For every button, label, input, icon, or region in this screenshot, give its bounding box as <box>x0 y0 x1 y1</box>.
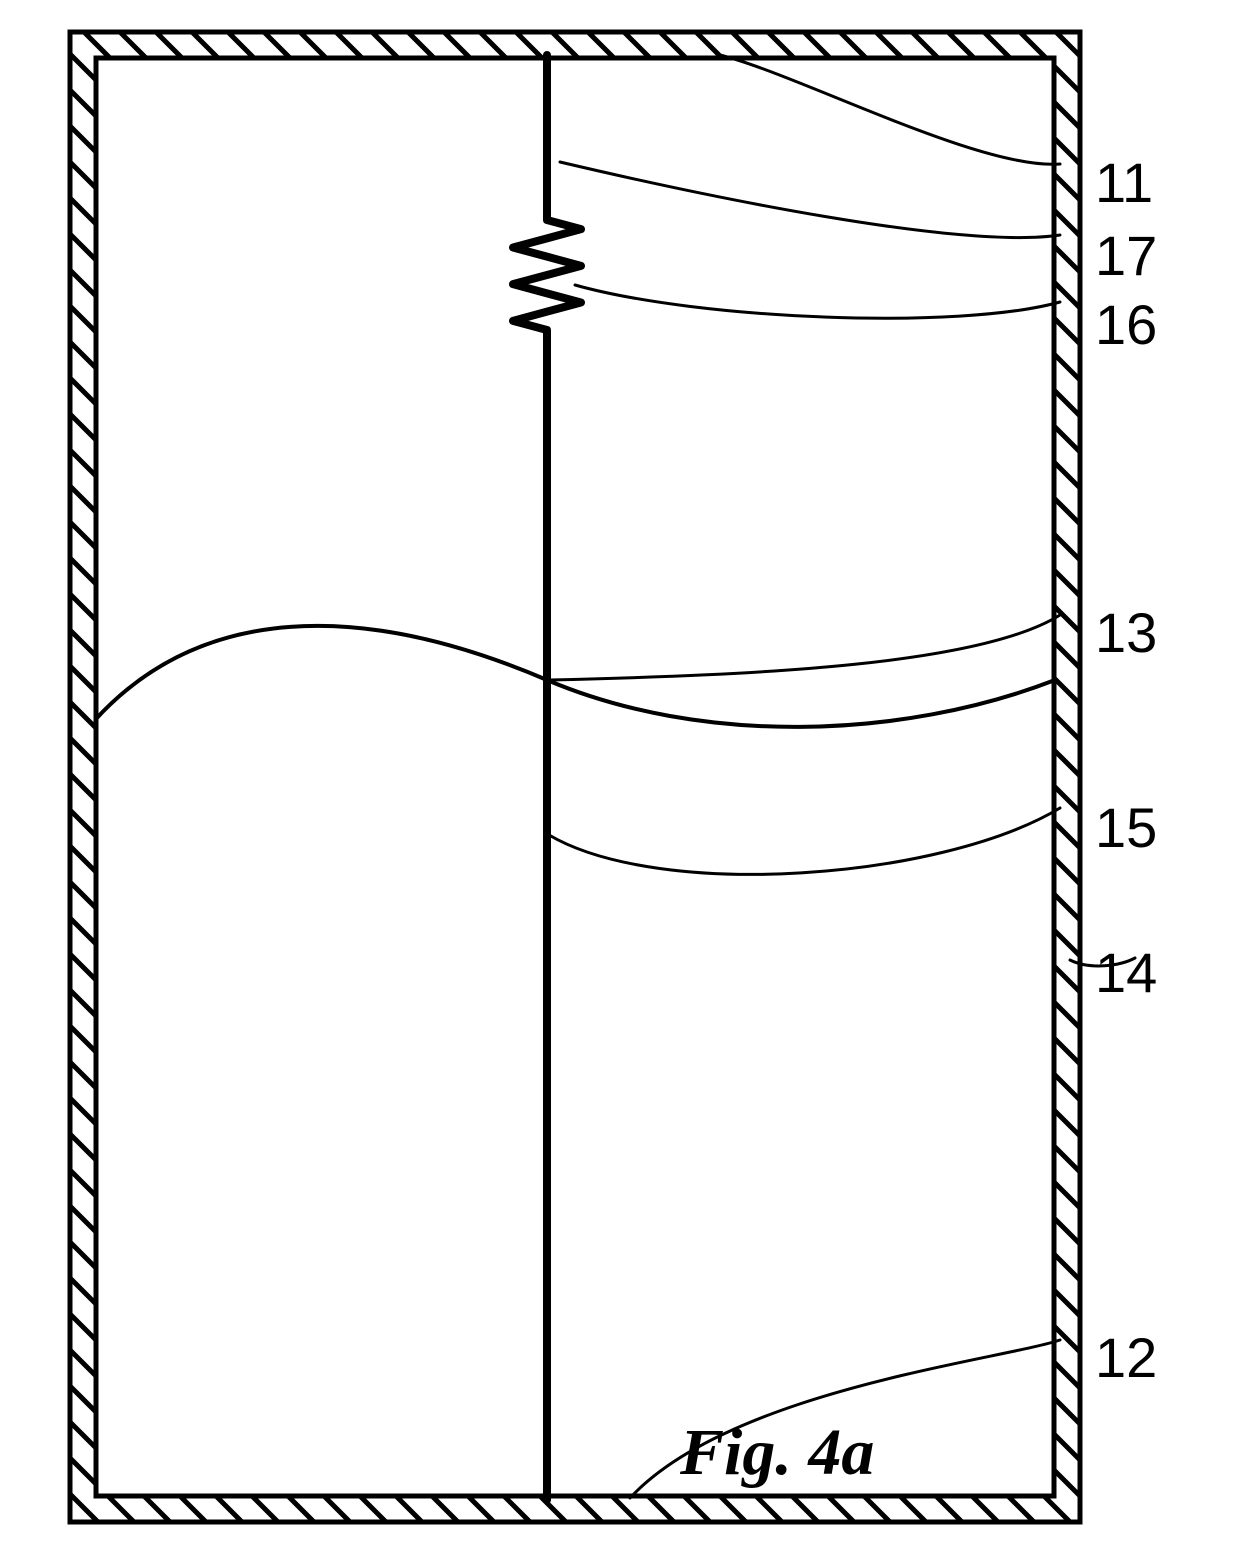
diagram-canvas: 11 17 16 13 15 14 12 Fig. 4a <box>0 0 1240 1567</box>
ref-label-11: 11 <box>1095 150 1153 215</box>
ref-label-15: 15 <box>1095 795 1157 860</box>
ref-label-16: 16 <box>1095 292 1157 357</box>
diagram-svg <box>0 0 1240 1567</box>
ref-label-13: 13 <box>1095 600 1157 665</box>
ref-label-12: 12 <box>1095 1325 1157 1390</box>
figure-caption: Fig. 4a <box>680 1415 874 1491</box>
ref-label-14: 14 <box>1095 940 1157 1005</box>
ref-label-17: 17 <box>1095 223 1157 288</box>
